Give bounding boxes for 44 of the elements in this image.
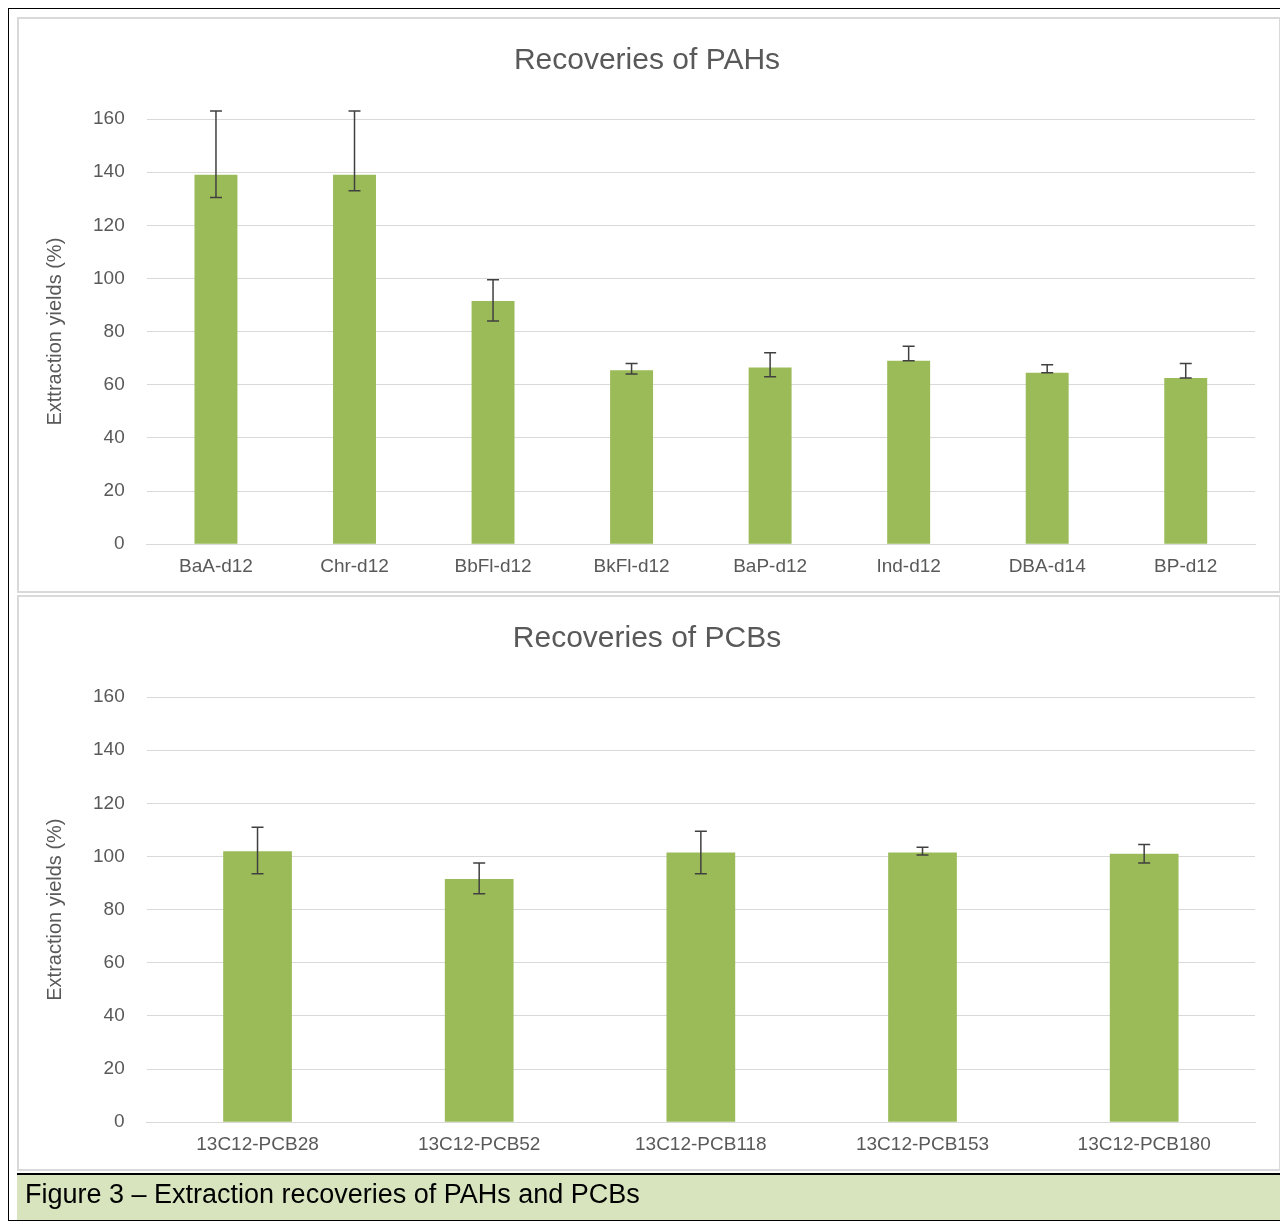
x-tick-label: Ind-d12 — [876, 554, 941, 576]
bar — [610, 370, 654, 544]
bar — [748, 367, 792, 544]
y-tick-label: 100 — [93, 844, 125, 866]
chart-title: Recoveries of PAHs — [513, 42, 781, 76]
y-tick-label: 80 — [103, 897, 125, 919]
y-tick-label: 40 — [103, 1004, 125, 1026]
x-tick-label: 13C12-PCB52 — [417, 1132, 541, 1154]
y-tick-label: 160 — [93, 685, 125, 707]
bar — [887, 360, 931, 544]
bar — [1025, 372, 1069, 544]
y-tick-label: 60 — [103, 950, 125, 972]
x-tick-label: BaA-d12 — [178, 554, 253, 576]
bar — [471, 301, 515, 544]
y-tick-label: 20 — [103, 479, 125, 501]
y-tick-label: 60 — [103, 372, 125, 394]
y-tick-label: 160 — [93, 107, 125, 129]
bar — [1164, 378, 1208, 544]
x-tick-label: 13C12-PCB180 — [1077, 1132, 1211, 1154]
y-tick-label: 120 — [93, 213, 125, 235]
x-tick-label: BkFl-d12 — [593, 554, 670, 576]
y-tick-label: 100 — [93, 266, 125, 288]
y-tick-label: 40 — [103, 426, 125, 448]
x-tick-label: 13C12-PCB28 — [196, 1132, 319, 1154]
x-tick-label: 13C12-PCB118 — [635, 1132, 767, 1154]
y-tick-label: 80 — [103, 319, 125, 341]
x-tick-label: Chr-d12 — [320, 554, 389, 576]
x-tick-label: 13C12-PCB153 — [855, 1132, 990, 1154]
x-tick-label: BbFl-d12 — [454, 554, 532, 576]
x-tick-label: DBA-d14 — [1008, 554, 1087, 576]
caption: Figure 3 – Extraction recoveries of PAHs and PCBs — [17, 1173, 1280, 1220]
y-tick-label: 140 — [93, 738, 125, 760]
x-tick-label: BaP-d12 — [733, 554, 808, 576]
bar — [194, 174, 238, 544]
x-tick-label: BP-d12 — [1154, 554, 1218, 576]
y-tick-label: 120 — [93, 791, 125, 813]
y-tick-label: 140 — [93, 160, 125, 182]
y-axis-title: Exttraction yields (%) — [42, 237, 65, 426]
y-tick-label: 0 — [114, 532, 125, 554]
y-axis-title: Extraction yields (%) — [42, 818, 65, 1001]
chart-title: Recoveries of PCBs — [512, 620, 782, 654]
bar — [333, 174, 376, 544]
y-tick-label: 20 — [103, 1057, 125, 1079]
y-tick-label: 0 — [114, 1110, 125, 1132]
